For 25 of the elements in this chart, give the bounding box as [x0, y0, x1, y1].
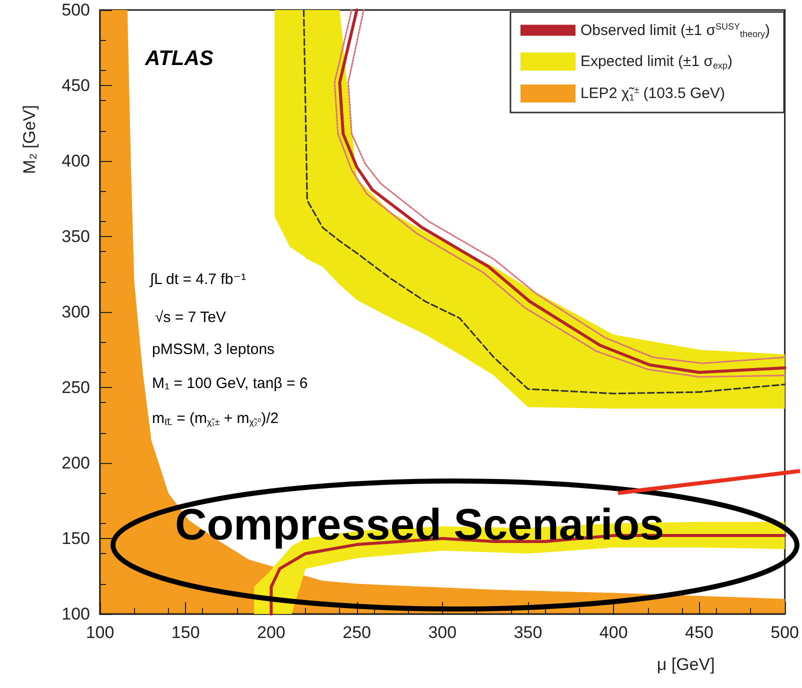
x-tick-label: 150: [171, 623, 200, 642]
x-tick-label: 350: [514, 623, 542, 642]
x-tick-label: 300: [428, 623, 457, 642]
x-tick-label: 200: [257, 623, 286, 642]
x-tick-label: 100: [86, 623, 114, 642]
y-tick-label: 250: [62, 378, 90, 397]
y-tick-label: 450: [62, 76, 90, 95]
y-tick-label: 400: [62, 152, 90, 170]
x-axis-title: μ [GeV]: [656, 655, 715, 674]
y-tick-label: 150: [62, 529, 90, 548]
y-tick-label: 100: [62, 604, 90, 624]
x-tick-label: 500: [770, 623, 800, 642]
y-axis-title: M₂ [GeV]: [20, 105, 39, 174]
y-tick-label: 300: [62, 302, 90, 322]
annotation: pMSSM, 3 leptons: [152, 341, 275, 358]
x-tick-label: 400: [599, 623, 628, 642]
y-tick-label: 350: [62, 227, 90, 246]
annotation: ∫L dt = 4.7 fb⁻¹: [149, 271, 246, 288]
y-tick-label: 500: [62, 0, 90, 20]
annotation: √s = 7 TeV: [155, 309, 226, 326]
x-tick-label: 450: [685, 623, 714, 642]
annotation: ATLAS: [144, 47, 214, 70]
y-tick-label: 200: [62, 454, 90, 472]
annotation: M₁ = 100 GeV, tanβ = 6: [152, 375, 308, 392]
x-tick-label: 250: [342, 623, 371, 642]
